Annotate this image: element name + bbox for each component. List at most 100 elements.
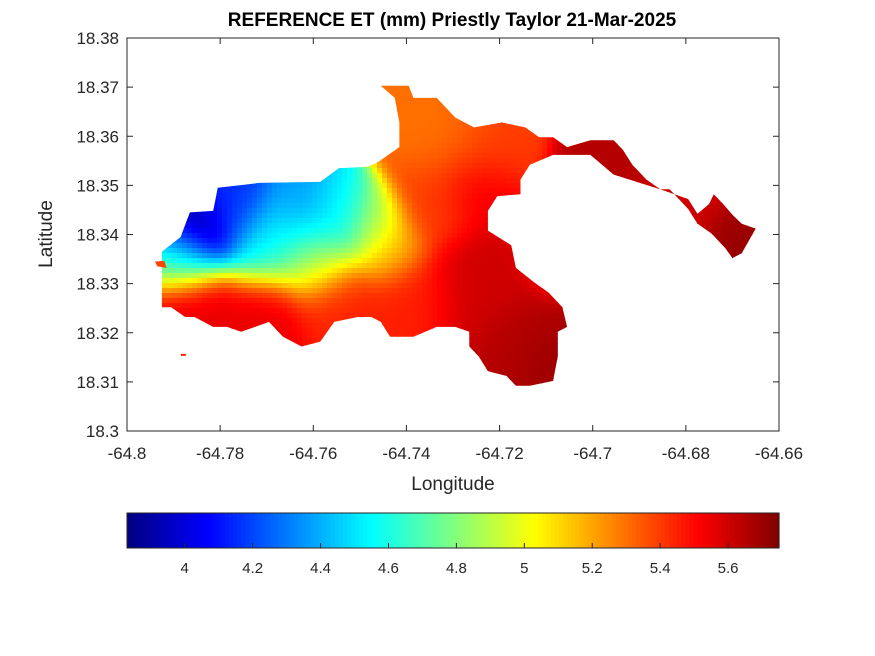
heatmap-cell — [522, 128, 528, 134]
heatmap-cell — [237, 198, 243, 204]
heatmap-cell — [692, 213, 698, 219]
heatmap-cell — [637, 178, 643, 184]
heatmap-cell — [467, 178, 473, 184]
heatmap-cell — [462, 128, 468, 134]
heatmap-cell — [232, 218, 238, 224]
heatmap-cell — [592, 138, 598, 144]
heatmap-cell — [452, 223, 458, 229]
heatmap-cell — [297, 183, 303, 189]
heatmap-cell — [262, 208, 268, 214]
heatmap-cell — [347, 183, 353, 189]
heatmap-cell — [737, 223, 743, 229]
heatmap-cell — [372, 198, 378, 204]
heatmap-cell — [272, 213, 278, 219]
heatmap-cell — [432, 103, 438, 109]
heatmap-cell — [612, 148, 618, 154]
heatmap-cell — [342, 198, 348, 204]
heatmap-cell — [327, 218, 333, 224]
heatmap-cell — [517, 148, 523, 154]
heatmap-cell — [462, 153, 468, 159]
heatmap-cell — [352, 183, 358, 189]
heatmap-cell — [722, 223, 728, 229]
heatmap-cell — [452, 133, 458, 139]
heatmap-cell — [687, 208, 693, 214]
heatmap-cell — [287, 203, 293, 209]
heatmap-cell — [622, 173, 628, 179]
heatmap-cell — [302, 183, 308, 189]
heatmap-cell — [482, 213, 488, 219]
heatmap-cell — [332, 218, 338, 224]
heatmap-cell — [687, 203, 693, 209]
heatmap-cell — [462, 168, 468, 174]
heatmap-cell — [412, 158, 418, 164]
heatmap-cell — [282, 203, 288, 209]
heatmap-cell — [422, 118, 428, 124]
heatmap-cell — [447, 173, 453, 179]
heatmap-cell — [602, 148, 608, 154]
heatmap-cell — [437, 213, 443, 219]
heatmap-cell — [492, 153, 498, 159]
heatmap-cell — [407, 223, 413, 229]
heatmap-cell — [592, 153, 598, 159]
heatmap-cell — [462, 188, 468, 194]
heatmap-cell — [477, 138, 483, 144]
heatmap-cell — [467, 153, 473, 159]
heatmap-cell — [252, 218, 258, 224]
heatmap-cell — [277, 218, 283, 224]
heatmap-cell — [227, 223, 233, 229]
heatmap-cell — [432, 198, 438, 204]
heatmap-cell — [357, 198, 363, 204]
heatmap-cell — [447, 163, 453, 169]
heatmap-cell — [447, 138, 453, 144]
heatmap-cell — [732, 218, 738, 224]
heatmap-cell — [712, 198, 718, 204]
heatmap-cell — [397, 128, 403, 134]
heatmap-cell — [432, 113, 438, 119]
heatmap-cell — [397, 208, 403, 214]
heatmap-cell — [317, 198, 323, 204]
heatmap-cell — [457, 133, 463, 139]
heatmap-cell — [302, 208, 308, 214]
heatmap-cell — [442, 143, 448, 149]
heatmap-cell — [382, 158, 388, 164]
heatmap-cell — [342, 188, 348, 194]
heatmap-cell — [212, 213, 218, 219]
heatmap-cell — [347, 213, 353, 219]
heatmap-cell — [432, 168, 438, 174]
heatmap-cell — [202, 223, 208, 229]
heatmap-cell — [402, 213, 408, 219]
heatmap-cell — [367, 208, 373, 214]
heatmap-cell — [407, 123, 413, 129]
heatmap-cell — [557, 143, 563, 149]
heatmap-cell — [397, 138, 403, 144]
heatmap-cell — [512, 143, 518, 149]
heatmap-cell — [477, 133, 483, 139]
heatmap-cell — [342, 218, 348, 224]
heatmap-cell — [457, 208, 463, 214]
heatmap-cell — [397, 178, 403, 184]
heatmap-cell — [442, 198, 448, 204]
heatmap-cell — [437, 108, 443, 114]
heatmap-cell — [492, 128, 498, 134]
heatmap-cell — [452, 188, 458, 194]
heatmap-cell — [432, 193, 438, 199]
heatmap-cell — [297, 218, 303, 224]
heatmap-cell — [402, 148, 408, 154]
heatmap-cell — [592, 143, 598, 149]
heatmap-cell — [527, 153, 533, 159]
heatmap-cell — [267, 183, 273, 189]
heatmap-cell — [387, 198, 393, 204]
heatmap-cell — [447, 148, 453, 154]
heatmap-cell — [487, 203, 493, 209]
heatmap-cell — [237, 213, 243, 219]
heatmap-cell — [407, 118, 413, 124]
heatmap-cell — [372, 193, 378, 199]
heatmap-cell — [337, 218, 343, 224]
heatmap-cell — [632, 168, 638, 174]
heatmap-cell — [267, 198, 273, 204]
heatmap-cell — [397, 158, 403, 164]
heatmap-cell — [442, 218, 448, 224]
heatmap-cell — [462, 148, 468, 154]
heatmap-cell — [402, 123, 408, 129]
heatmap-cell — [422, 98, 428, 104]
